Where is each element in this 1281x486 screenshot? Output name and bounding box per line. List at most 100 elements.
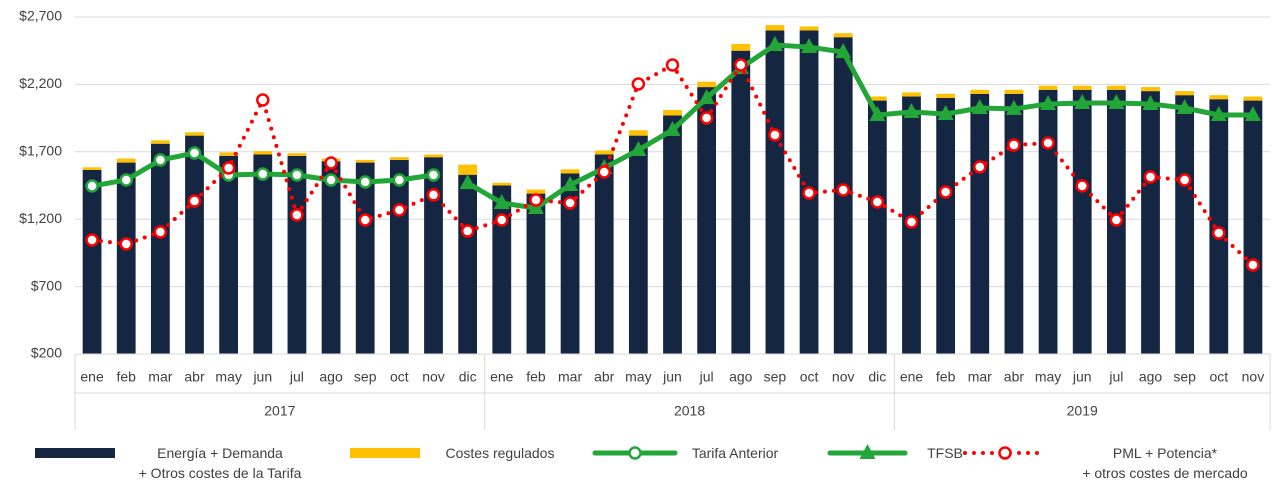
x-tick-label: sep	[764, 369, 787, 385]
bar-segment	[253, 154, 273, 354]
bar-segment	[970, 89, 990, 94]
x-tick-label: may	[215, 369, 241, 385]
x-tick-label: mar	[968, 369, 992, 385]
bar-segment	[1072, 89, 1092, 355]
bar-segment	[116, 158, 136, 163]
x-tick-label: may	[625, 369, 651, 385]
marker	[563, 196, 577, 210]
bar-segment	[594, 154, 614, 354]
marker	[664, 120, 681, 136]
bar-segment	[1004, 89, 1024, 94]
bar-segment	[867, 96, 887, 101]
marker	[495, 213, 509, 227]
marker	[460, 224, 475, 238]
marker	[734, 58, 748, 72]
bar-segment	[355, 162, 375, 354]
x-group-label: 2019	[1067, 403, 1098, 419]
marker	[1142, 94, 1159, 110]
marker	[1143, 170, 1158, 184]
bar-segment	[1243, 100, 1263, 355]
bar-segment	[799, 26, 819, 31]
bar-segment	[594, 150, 614, 155]
marker	[802, 186, 816, 200]
x-tick-label: nov	[1242, 369, 1265, 385]
bar-segment	[560, 173, 580, 354]
marker	[1109, 213, 1124, 227]
bar-segment	[902, 92, 921, 97]
x-tick-label: dic	[459, 369, 477, 385]
bar-segment	[219, 155, 239, 354]
x-tick-label: abr	[594, 369, 615, 385]
y-tick-label: $2,700	[19, 8, 62, 24]
x-tick-label: sep	[354, 369, 377, 385]
marker	[1074, 94, 1091, 110]
x-tick-label: jul	[699, 369, 714, 385]
x-tick-label: jul	[289, 369, 304, 385]
bar-segment	[1106, 85, 1126, 90]
marker	[256, 167, 270, 181]
marker	[85, 179, 99, 193]
legend-swatch	[35, 448, 115, 458]
bar-segment	[1038, 85, 1058, 90]
y-tick-label: $200	[31, 345, 62, 361]
bar-segment	[1175, 95, 1195, 355]
bar-segment	[1141, 87, 1160, 92]
x-tick-label: sep	[1173, 369, 1196, 385]
x-tick-label: oct	[1209, 369, 1228, 385]
marker	[1176, 98, 1193, 114]
bar-segment	[1038, 89, 1058, 355]
x-tick-label: feb	[116, 369, 136, 385]
line-series	[465, 42, 1256, 211]
marker	[324, 173, 338, 187]
marker	[358, 175, 372, 189]
marker	[119, 173, 133, 187]
x-tick-label: ene	[900, 369, 924, 385]
x-tick-label: oct	[390, 369, 409, 385]
x-tick-label: mar	[558, 369, 582, 385]
bar-segment	[628, 135, 648, 354]
marker	[904, 215, 919, 229]
bar-segment	[526, 189, 546, 194]
marker	[869, 105, 886, 121]
x-tick-label: ago	[319, 369, 343, 385]
x-tick-label: feb	[526, 369, 546, 385]
legend-label: Energía + Demanda + Otros costes de la T…	[138, 445, 302, 481]
bar-segment	[321, 161, 341, 354]
legend-swatch	[350, 448, 420, 458]
x-group-label: 2017	[264, 403, 295, 419]
bar-segment	[1175, 91, 1195, 96]
legend-marker	[628, 446, 642, 460]
bar-segment	[492, 185, 512, 354]
bar-segment	[765, 30, 785, 354]
bar-segment	[1141, 91, 1160, 354]
marker	[1210, 105, 1227, 121]
legend-label: PML + Potencia* + otros costes de mercad…	[1082, 445, 1248, 481]
marker	[938, 185, 953, 199]
marker	[766, 36, 783, 52]
marker	[153, 225, 168, 239]
bar-segment	[833, 33, 853, 38]
bar-segment	[150, 140, 170, 144]
x-tick-label: may	[1035, 369, 1061, 385]
bar-segment	[287, 155, 307, 354]
bar-segment	[219, 152, 239, 156]
marker	[153, 153, 168, 167]
bar-segment	[492, 182, 512, 186]
bar-segment	[150, 143, 170, 354]
bar-segment	[560, 169, 580, 174]
x-tick-label: ago	[729, 369, 753, 385]
marker	[665, 58, 680, 72]
bar-segment	[253, 151, 273, 155]
y-tick-label: $1,200	[19, 210, 62, 226]
bar-segment	[389, 157, 409, 160]
marker	[324, 156, 338, 170]
marker	[903, 103, 920, 119]
bar-segment	[731, 43, 751, 51]
x-tick-label: ene	[80, 369, 104, 385]
bar-segment	[526, 193, 546, 354]
marker	[187, 194, 202, 208]
marker	[392, 173, 407, 187]
x-tick-label: jun	[252, 369, 272, 385]
marker	[358, 213, 372, 227]
